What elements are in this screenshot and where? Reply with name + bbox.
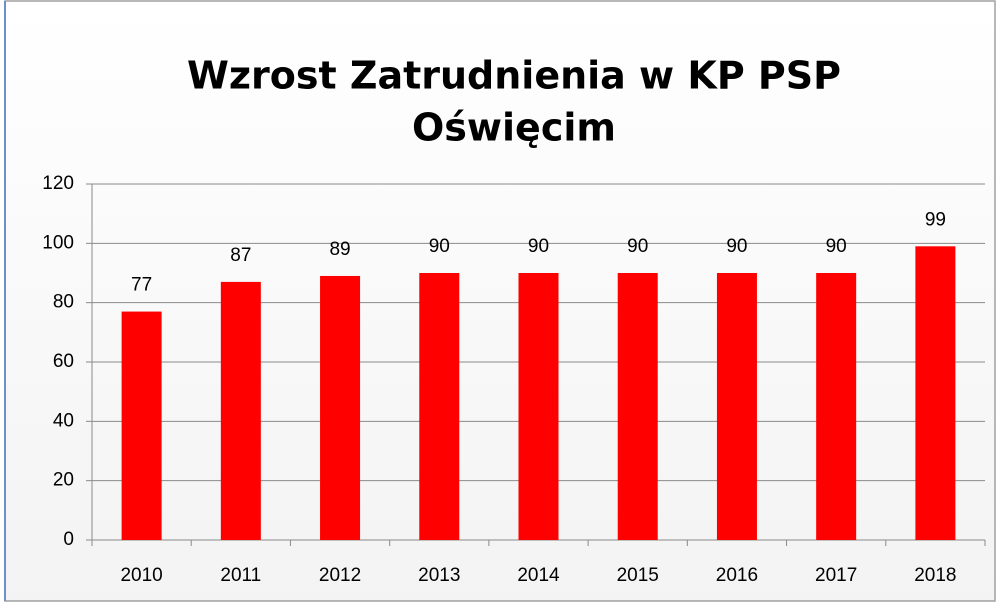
bar xyxy=(419,273,460,540)
bar xyxy=(816,273,857,540)
x-tick-label: 2015 xyxy=(617,565,659,586)
data-label: 90 xyxy=(726,236,747,257)
bar xyxy=(518,273,559,540)
data-label: 90 xyxy=(429,236,450,257)
y-tick-label: 80 xyxy=(53,292,74,313)
data-label: 89 xyxy=(329,239,350,260)
x-tick-label: 2010 xyxy=(120,565,162,586)
data-label: 87 xyxy=(230,245,251,266)
x-tick-label: 2014 xyxy=(517,565,560,586)
chart-title: Oświęcim xyxy=(412,106,616,150)
bar xyxy=(716,273,757,540)
bar xyxy=(915,246,956,541)
bar xyxy=(121,311,162,540)
x-tick-label: 2017 xyxy=(815,565,857,586)
y-tick-label: 40 xyxy=(53,410,74,431)
data-label: 99 xyxy=(925,209,946,230)
data-label: 77 xyxy=(131,275,152,296)
x-tick-label: 2016 xyxy=(716,565,758,586)
chart-title: Wzrost Zatrudnienia w KP PSP xyxy=(187,54,841,98)
y-tick-label: 120 xyxy=(42,173,74,194)
y-tick-label: 60 xyxy=(53,351,74,372)
data-label: 90 xyxy=(826,236,847,257)
y-tick-label: 0 xyxy=(63,529,74,550)
data-label: 90 xyxy=(627,236,648,257)
x-tick-label: 2011 xyxy=(220,565,261,586)
bar xyxy=(220,281,261,540)
bar xyxy=(320,275,361,540)
y-tick-label: 20 xyxy=(53,470,74,491)
x-tick-label: 2018 xyxy=(914,565,956,586)
bar xyxy=(617,273,658,540)
y-tick-label: 100 xyxy=(42,232,74,253)
x-tick-label: 2013 xyxy=(418,565,460,586)
x-tick-label: 2012 xyxy=(319,565,361,586)
data-label: 90 xyxy=(528,236,549,257)
